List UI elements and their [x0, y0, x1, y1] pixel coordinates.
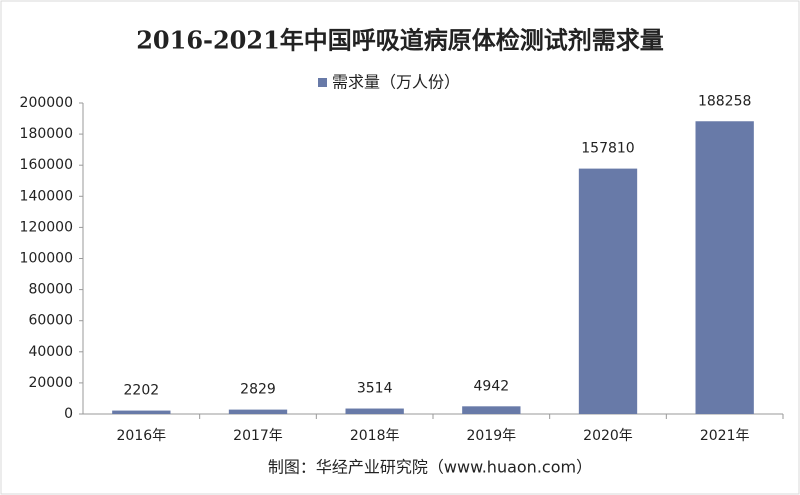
- y-tick-label: 0: [64, 406, 73, 422]
- y-tick-label: 160000: [20, 157, 73, 173]
- data-label: 3514: [357, 381, 393, 397]
- data-label: 188258: [698, 93, 751, 109]
- bar: [112, 410, 171, 414]
- bar: [228, 409, 288, 414]
- y-tick-label: 200000: [20, 95, 73, 111]
- data-label: 4942: [474, 378, 510, 394]
- x-tick-label: 2019年: [467, 428, 517, 444]
- chart-title: 2016-2021年中国呼吸道病原体检测试剂需求量: [136, 26, 664, 55]
- x-tick-label: 2021年: [700, 428, 750, 444]
- y-tick-label: 140000: [20, 188, 73, 204]
- x-tick-label: 2020年: [583, 428, 633, 444]
- data-label: 2202: [124, 383, 160, 399]
- data-label: 157810: [581, 141, 634, 157]
- x-tick-label: 2018年: [350, 428, 400, 444]
- bar: [462, 406, 521, 414]
- source-note: 制图：华经产业研究院（www.huaon.com）: [268, 458, 592, 477]
- x-tick-label: 2016年: [117, 428, 167, 444]
- y-tick-label: 80000: [28, 282, 73, 298]
- y-tick-label: 60000: [28, 313, 73, 329]
- data-label: 2829: [240, 382, 276, 398]
- bar: [695, 121, 754, 414]
- x-tick-label: 2017年: [233, 428, 283, 444]
- y-tick-label: 40000: [28, 344, 73, 360]
- legend-label: 需求量（万人份）: [332, 73, 460, 92]
- bar: [345, 408, 404, 414]
- y-tick-label: 100000: [20, 251, 73, 267]
- bar: [578, 168, 638, 414]
- y-tick-label: 120000: [20, 219, 73, 235]
- legend-swatch: [318, 78, 327, 87]
- y-tick-label: 180000: [20, 126, 73, 142]
- y-tick-label: 20000: [28, 375, 73, 391]
